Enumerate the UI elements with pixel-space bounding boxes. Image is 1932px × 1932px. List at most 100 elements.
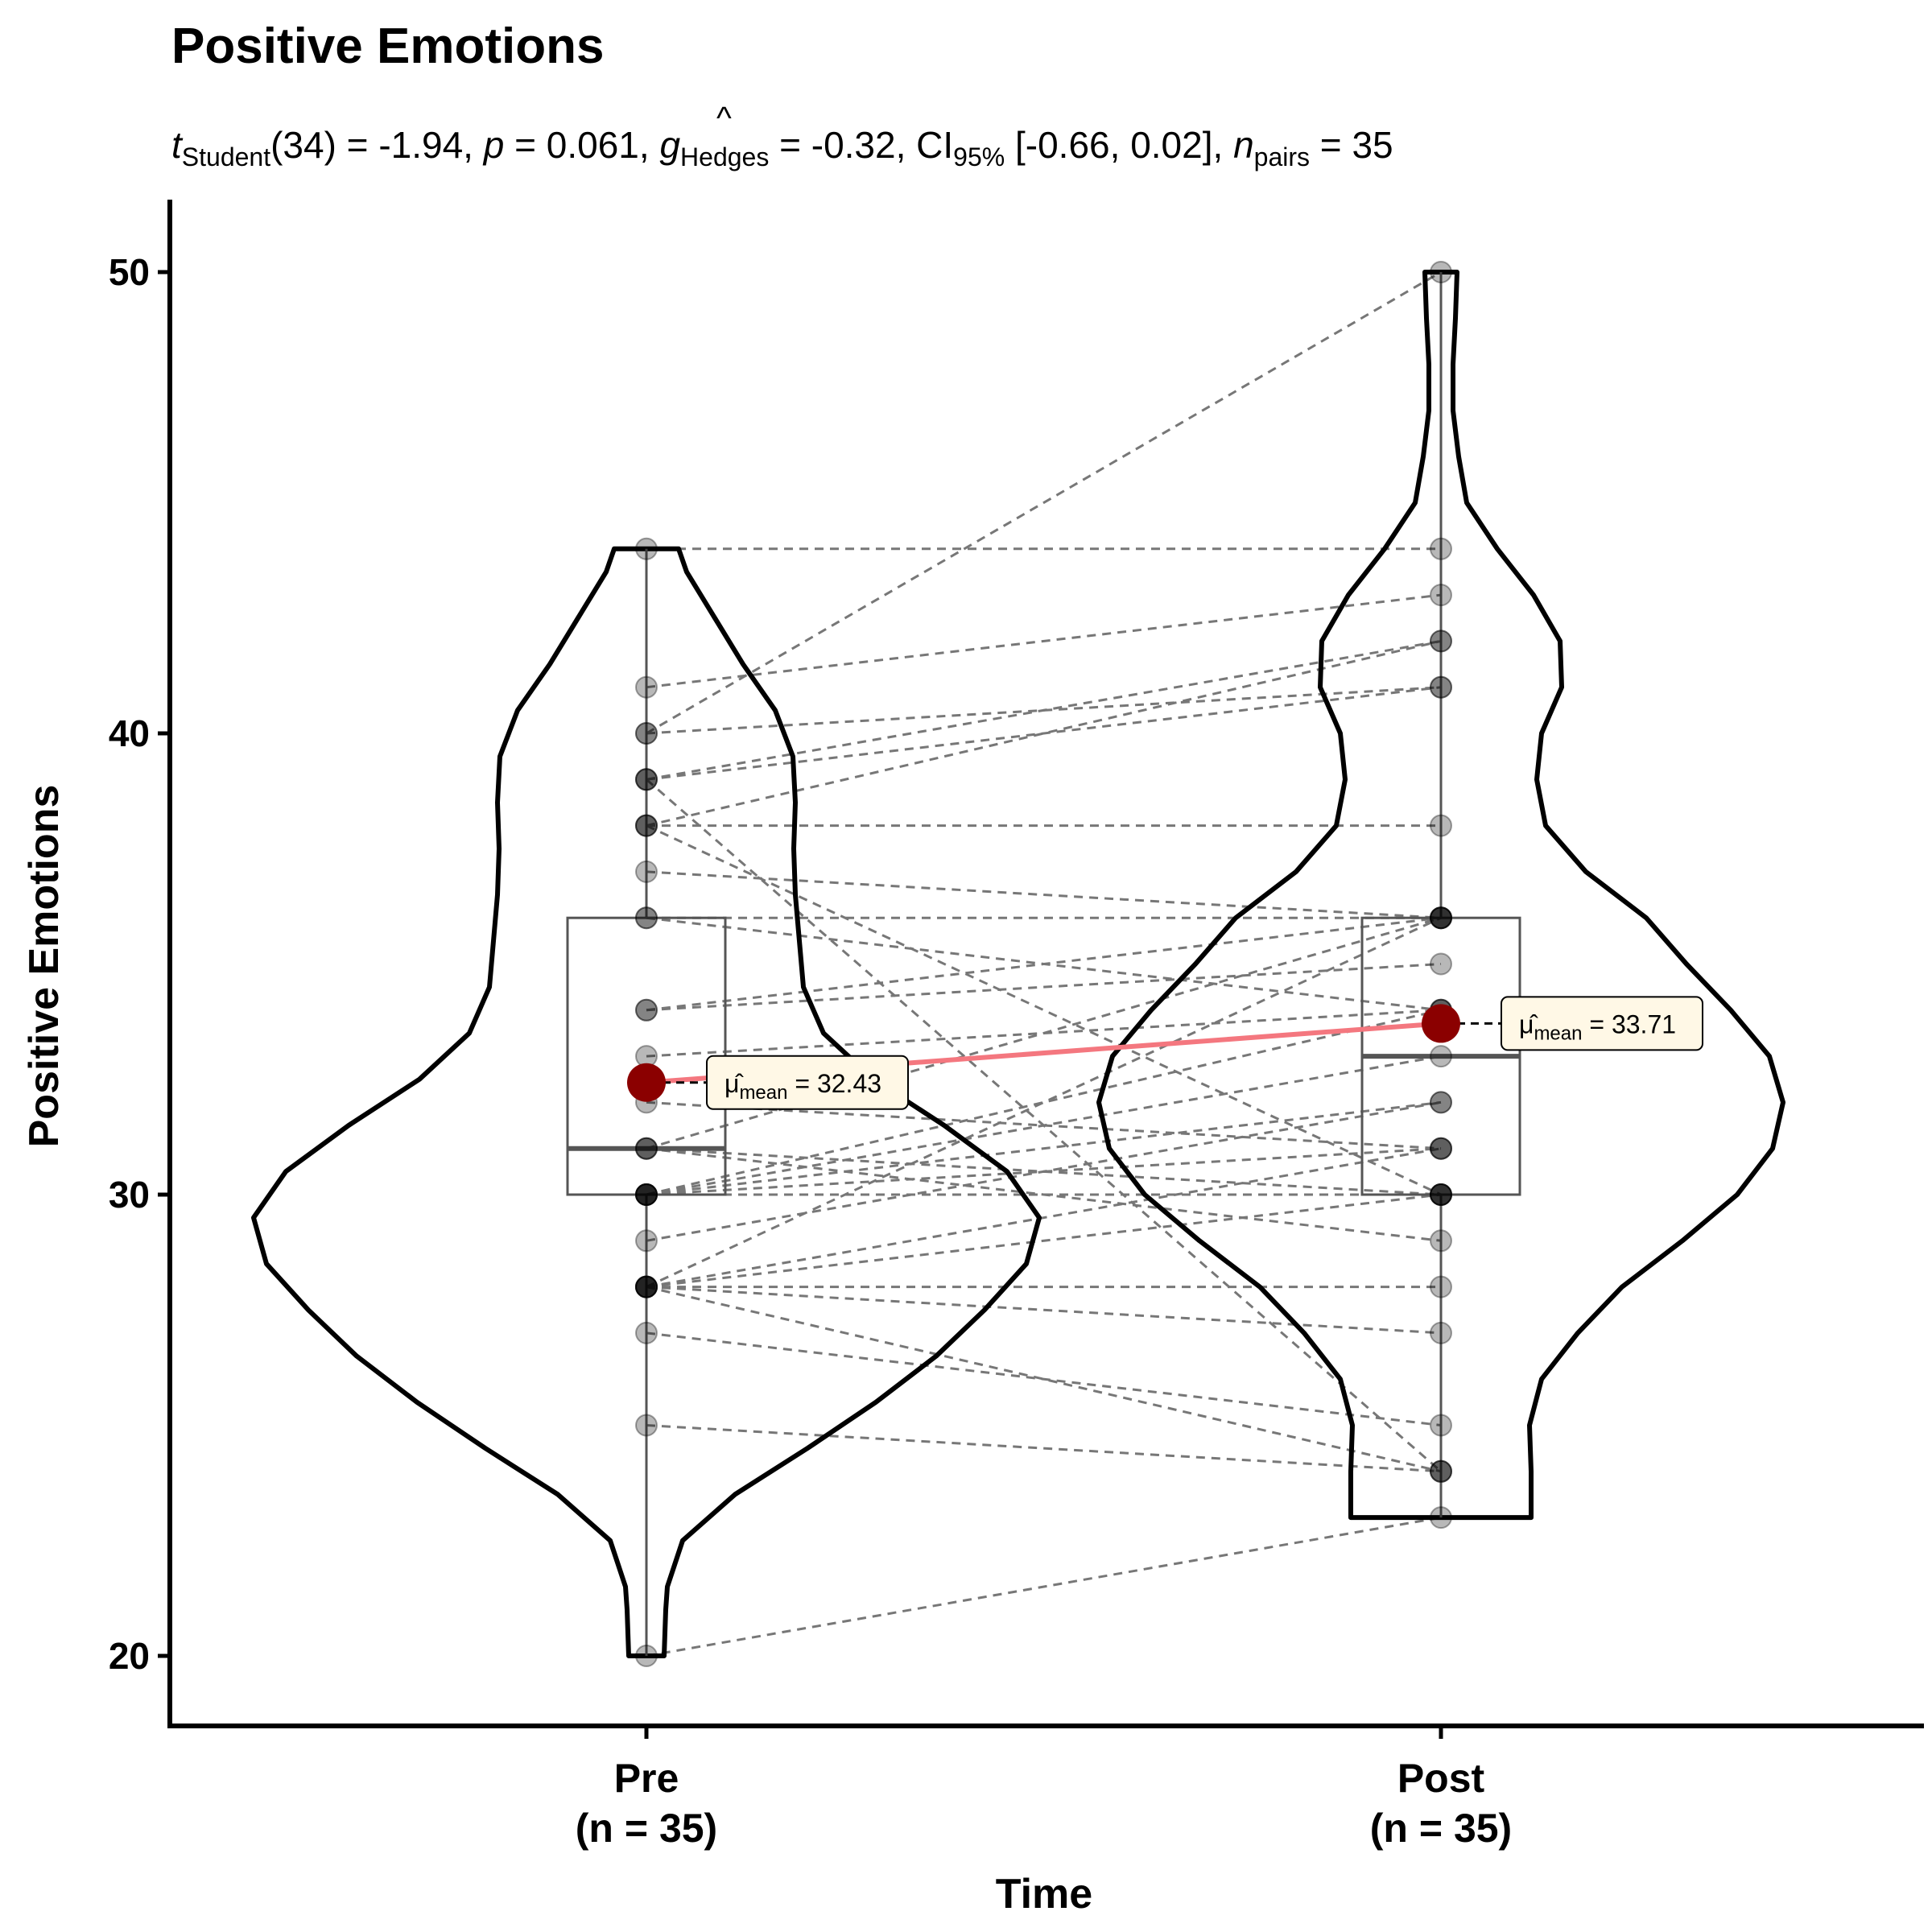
violins — [251, 270, 1785, 1658]
data-point — [635, 906, 658, 930]
paired-line — [646, 686, 1442, 781]
paired-line — [646, 1100, 1442, 1196]
paired-line — [646, 1009, 1442, 1196]
data-point — [1430, 1229, 1452, 1253]
data-point — [1430, 1183, 1452, 1206]
data-point — [635, 1275, 658, 1298]
paired-line — [646, 593, 1442, 689]
data-point — [635, 814, 658, 837]
data-point — [1430, 1414, 1452, 1437]
chart-subtitle: tStudent(34) = -1.94, p = 0.061, gHedges… — [171, 124, 1393, 171]
mean-label-value: = 32.43 — [787, 1069, 881, 1098]
subtitle-n-sub: pairs — [1254, 142, 1310, 171]
data-point — [1430, 1459, 1452, 1483]
data-point — [635, 1275, 658, 1298]
violin — [1096, 270, 1785, 1521]
paired-line — [646, 686, 1442, 735]
violin — [251, 546, 1042, 1658]
paired-line — [646, 1147, 1442, 1289]
y-tick-label: 30 — [109, 1174, 150, 1216]
paired-line — [646, 1331, 1442, 1426]
data-point — [1430, 906, 1452, 930]
data-point — [1430, 1183, 1452, 1206]
data-point — [635, 1137, 658, 1160]
paired-line — [646, 639, 1442, 828]
y-tick-label: 50 — [109, 251, 150, 293]
paired-line — [646, 824, 1442, 1196]
data-point — [635, 1645, 658, 1667]
x-tick-label: Post — [1397, 1756, 1485, 1801]
subtitle-n-value: = 35 — [1310, 124, 1393, 166]
data-point — [635, 768, 658, 791]
data-point — [1430, 1091, 1452, 1114]
data-point — [635, 768, 658, 791]
paired-line — [646, 1516, 1442, 1657]
axes — [167, 200, 1924, 1728]
paired-line — [646, 1286, 1442, 1473]
x-tick-n-label: (n = 35) — [576, 1806, 717, 1851]
subtitle-g-value: = -0.32, CI — [769, 124, 953, 166]
data-point — [1430, 814, 1452, 837]
data-point — [1430, 675, 1452, 699]
data-point — [1430, 1459, 1452, 1483]
data-point — [1430, 1183, 1452, 1206]
data-point — [635, 860, 658, 883]
data-point — [635, 1229, 658, 1253]
data-point — [1430, 1137, 1452, 1160]
mean-point — [627, 1063, 666, 1102]
y-tick-label: 40 — [109, 712, 150, 754]
subtitle-t-symbol: t — [171, 124, 184, 166]
subtitle-t-sub: Student — [182, 142, 270, 171]
paired-line — [646, 1009, 1442, 1058]
paired-line — [646, 1147, 1442, 1242]
data-point — [635, 1321, 658, 1344]
data-point — [635, 1275, 658, 1298]
data-point — [1430, 1321, 1452, 1344]
mean-label-text: μ̂mean = 33.71 — [1519, 1009, 1676, 1044]
data-point — [635, 1137, 658, 1160]
data-point — [635, 814, 658, 837]
data-point — [1430, 584, 1452, 607]
mean-label-box — [1501, 996, 1703, 1051]
data-point — [1430, 952, 1452, 976]
subtitle-ci-value: [-0.66, 0.02], — [1005, 124, 1233, 166]
paired-line — [646, 1193, 1442, 1289]
data-point — [635, 1183, 658, 1206]
paired-lines — [646, 270, 1442, 1657]
y-ticks: 20 30 40 50 — [109, 251, 170, 1677]
data-point — [1430, 1045, 1452, 1068]
chart-title: Positive Emotions — [171, 19, 604, 74]
data-point — [1430, 1183, 1452, 1206]
data-point — [635, 1275, 658, 1298]
paired-line — [646, 778, 1442, 1472]
data-point — [635, 1183, 658, 1206]
data-point — [1430, 1506, 1452, 1530]
data-point — [1430, 537, 1452, 560]
subtitle-g-sub: Hedges — [680, 142, 769, 171]
mean-label-sub: mean — [739, 1082, 787, 1104]
boxplots — [566, 272, 1521, 1656]
data-point — [635, 1183, 658, 1206]
data-point — [635, 1183, 658, 1206]
data-point — [1430, 1459, 1452, 1483]
data-point — [635, 768, 658, 791]
data-point — [1430, 906, 1452, 930]
data-point — [635, 1183, 658, 1206]
subtitle-n-symbol: n — [1233, 124, 1254, 166]
data-point — [1430, 1183, 1452, 1206]
paired-line — [646, 270, 1442, 735]
data-point — [1430, 1137, 1452, 1160]
subtitle-g-symbol: g — [659, 124, 680, 166]
data-point — [635, 1137, 658, 1160]
data-point — [635, 1414, 658, 1437]
paired-line — [646, 963, 1442, 1012]
subtitle-p-value: = 0.061, — [504, 124, 659, 166]
paired-line — [646, 1147, 1442, 1196]
x-axis-label: Time — [996, 1871, 1092, 1918]
mean-point — [1422, 1004, 1460, 1043]
data-point — [1430, 675, 1452, 699]
data-point — [1430, 1091, 1452, 1114]
x-tick-label: Pre — [614, 1756, 679, 1801]
data-point — [635, 1275, 658, 1298]
